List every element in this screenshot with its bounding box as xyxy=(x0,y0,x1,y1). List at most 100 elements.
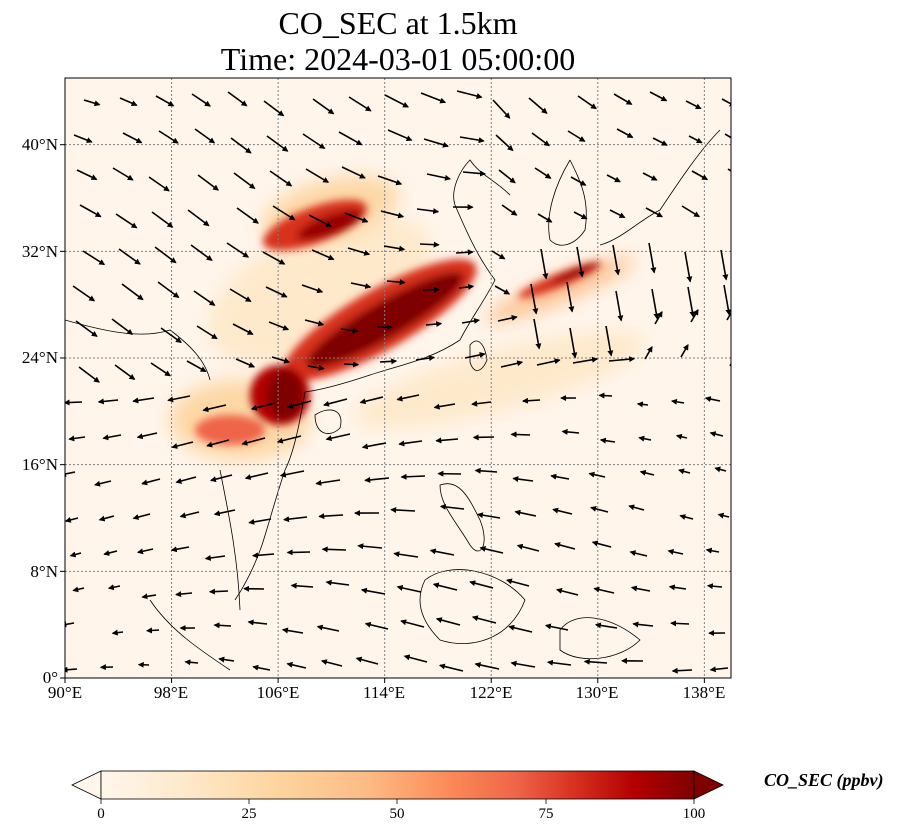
wind-vector-arrow xyxy=(435,617,461,626)
wind-vector-arrow xyxy=(157,281,180,299)
wind-vector-arrow xyxy=(305,168,330,183)
wind-vector-arrow xyxy=(556,587,579,596)
wind-vector-arrow xyxy=(97,398,119,405)
colorbar-tick-75: 75 xyxy=(538,806,554,822)
wind-vector-arrow xyxy=(420,92,447,104)
wind-vector-arrow xyxy=(348,96,372,112)
lon-label-114: 114°E xyxy=(362,683,406,702)
wind-vector-arrow xyxy=(501,204,518,216)
wind-vector-arrow xyxy=(94,480,112,487)
wind-vector-arrow xyxy=(76,169,98,181)
wind-vector-arrow xyxy=(65,516,79,523)
wind-vector-arrow xyxy=(654,311,663,325)
wind-vector-arrow xyxy=(531,132,550,147)
wind-vector-arrow xyxy=(226,242,250,258)
wind-vector-arrow xyxy=(667,549,684,555)
wind-vector-arrow xyxy=(500,360,524,368)
wind-vector-arrow xyxy=(65,666,78,673)
wind-vector-arrow xyxy=(132,397,155,404)
wind-vector-arrow xyxy=(196,325,218,340)
wind-vector-arrow xyxy=(151,211,174,228)
wind-vector-arrow xyxy=(65,621,75,628)
wind-vector-arrow xyxy=(645,207,664,218)
wind-vector-arrow xyxy=(687,286,696,318)
wind-vector-arrow xyxy=(241,437,266,446)
wind-vector-arrow xyxy=(632,621,654,628)
wind-vector-arrow xyxy=(583,658,608,665)
wind-vector-arrow xyxy=(429,548,455,556)
wind-vector-arrow xyxy=(301,284,324,294)
wind-vector-arrow xyxy=(184,659,199,666)
title-line-2: Time: 2024-03-01 05:00:00 xyxy=(220,41,576,77)
wind-vector-arrow xyxy=(521,397,541,404)
wind-vector-arrow xyxy=(554,542,576,550)
wind-vector-arrow xyxy=(679,514,694,520)
wind-vector-arrow xyxy=(639,469,655,476)
wind-vector-arrow xyxy=(171,441,194,449)
wind-vector-arrow xyxy=(638,435,652,442)
wind-vector-arrow xyxy=(681,205,701,218)
wind-vector-arrow xyxy=(316,624,340,632)
wind-vector-arrow xyxy=(248,518,272,525)
wind-vector-arrow xyxy=(325,579,350,586)
wind-vector-arrow xyxy=(361,442,387,450)
wind-vector-arrow xyxy=(69,551,82,558)
wind-vector-arrow xyxy=(530,283,539,315)
wind-vector-arrow xyxy=(706,583,723,590)
wind-vector-arrow xyxy=(438,663,464,672)
wind-vector-arrow xyxy=(649,91,668,102)
wind-vector-arrow xyxy=(591,540,612,548)
wind-vector-arrow xyxy=(537,213,553,223)
wind-vector-arrow xyxy=(459,136,485,144)
wind-vector-arrow xyxy=(283,516,308,523)
wind-vector-arrow xyxy=(508,624,533,633)
lat-label-8: 8°N xyxy=(30,562,58,581)
wind-vector-arrow xyxy=(675,433,688,440)
wind-vector-arrow xyxy=(628,504,645,511)
lat-label-0: 0° xyxy=(42,668,58,687)
wind-vector-arrow xyxy=(65,399,83,406)
wind-vector-arrow xyxy=(425,321,443,328)
wind-vector-arrow xyxy=(68,435,86,442)
lat-label-16: 16°N xyxy=(21,455,58,474)
wind-vector-arrow xyxy=(155,95,175,107)
wind-vector-arrow xyxy=(269,170,293,187)
wind-vector-arrow xyxy=(570,176,587,186)
lat-label-32: 32°N xyxy=(21,242,58,261)
wind-vector-arrow xyxy=(615,290,624,322)
wind-vector-arrow xyxy=(393,551,419,558)
wind-vector-arrow xyxy=(471,400,492,407)
colorbar-label: CO_SEC (ppbv) xyxy=(764,770,884,790)
wind-vector-arrow xyxy=(350,282,372,289)
colorbar-tick-25: 25 xyxy=(241,806,257,822)
wind-vector-arrow xyxy=(455,249,474,256)
wind-vector-arrow xyxy=(210,474,233,483)
wind-vector-arrow xyxy=(474,467,498,474)
wind-vectors xyxy=(65,90,731,674)
wind-vector-arrow xyxy=(652,137,668,146)
wind-vector-arrow xyxy=(396,394,420,402)
wind-vector-arrow xyxy=(387,129,413,141)
wind-vector-arrow xyxy=(204,554,226,561)
wind-vector-arrow xyxy=(325,433,351,442)
wind-vector-arrow xyxy=(160,327,182,344)
colorbar-tick-0: 0 xyxy=(97,806,105,822)
wind-vector-arrow xyxy=(569,327,578,359)
wind-vector-arrow xyxy=(227,91,248,107)
wind-vector-arrow xyxy=(190,244,213,261)
wind-vector-arrow xyxy=(72,586,85,593)
wind-vector-arrow xyxy=(567,130,586,142)
wind-vector-arrow xyxy=(730,215,731,216)
wind-vector-arrow xyxy=(593,586,615,594)
wind-vector-arrow xyxy=(279,470,305,478)
wind-vector-arrow xyxy=(400,473,426,480)
wind-vector-arrow xyxy=(668,584,687,591)
wind-vector-arrow xyxy=(364,621,389,630)
wind-vector-arrow xyxy=(512,476,534,483)
colorbar-tick-100: 100 xyxy=(682,806,706,822)
wind-vector-arrow xyxy=(232,323,254,335)
wind-vector-arrow xyxy=(505,578,530,587)
wind-vector-arrow xyxy=(213,622,232,629)
wind-vector-arrow xyxy=(132,513,151,520)
coastlines xyxy=(65,129,721,671)
